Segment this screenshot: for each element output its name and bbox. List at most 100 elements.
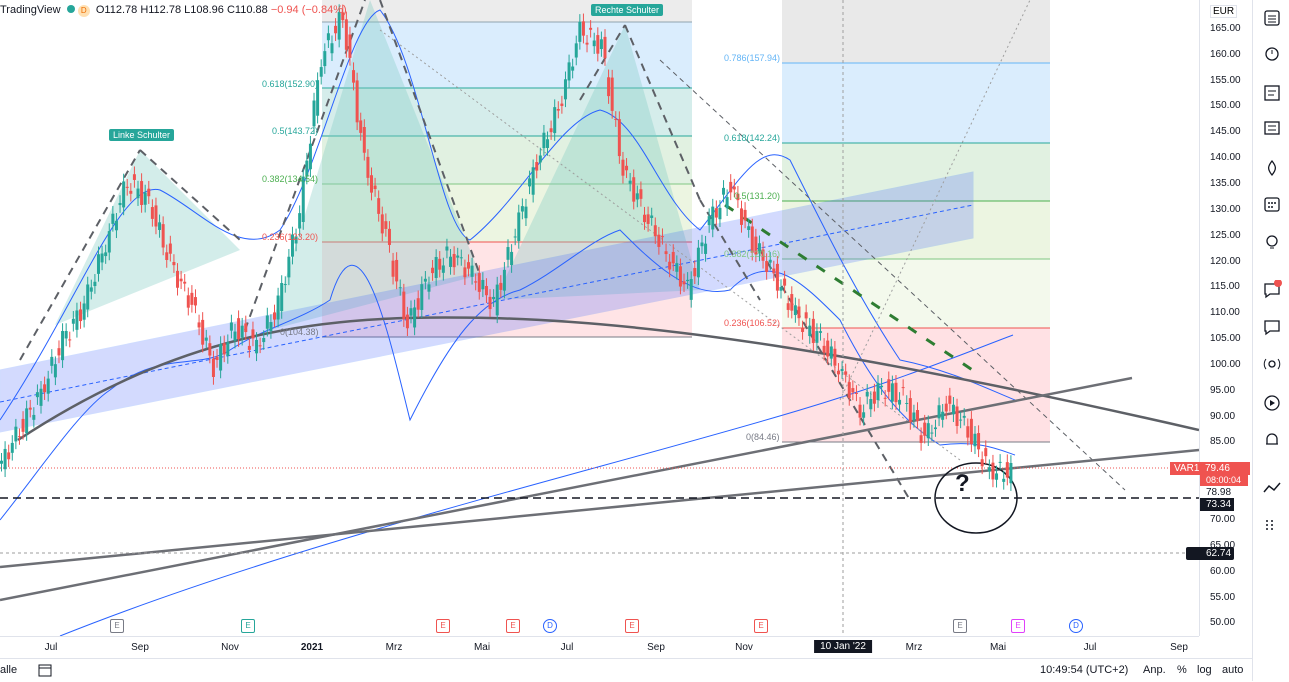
candle-body — [783, 278, 787, 286]
event-earnings[interactable]: E — [754, 619, 768, 633]
fib-left-0618: 0.618(152.90) — [262, 79, 319, 89]
event-dividend[interactable]: D — [543, 619, 557, 633]
news-icon[interactable] — [1262, 118, 1282, 138]
candle-body — [484, 285, 488, 296]
hotlist-icon[interactable] — [1262, 158, 1282, 178]
candle-body — [1002, 478, 1006, 482]
candle-body — [894, 382, 898, 403]
candle-body — [718, 207, 722, 220]
band-upper — [0, 9, 1016, 421]
data-window-icon[interactable] — [1262, 83, 1282, 103]
candle-body — [632, 177, 636, 202]
candle-body — [962, 415, 966, 418]
candle-body — [779, 287, 783, 291]
log-toggle[interactable]: log — [1197, 664, 1212, 676]
candle-body — [617, 119, 621, 157]
candle-body — [610, 77, 614, 111]
alarm-clock-icon[interactable] — [1262, 43, 1282, 63]
calendar-icon[interactable] — [1262, 194, 1282, 214]
candle-body — [488, 296, 492, 310]
event-earnings[interactable]: E — [506, 619, 520, 633]
candle-body — [847, 382, 851, 398]
candle-body — [840, 368, 844, 372]
currency-select[interactable]: EUR — [1210, 5, 1238, 18]
event-dividend[interactable]: D — [1069, 619, 1083, 633]
candle-body — [933, 427, 937, 430]
candle-body — [413, 307, 417, 328]
chat-icon[interactable] — [1262, 280, 1282, 300]
date-range-icon[interactable] — [38, 663, 52, 677]
candle-body — [571, 66, 575, 71]
candle-body — [107, 231, 111, 253]
candle-body — [477, 273, 481, 292]
label-left-shoulder[interactable]: Linke Schulter — [109, 129, 175, 141]
candle-body — [801, 328, 805, 332]
event-earnings[interactable]: E — [241, 619, 255, 633]
x-tick-label: 10 Jan '22 — [814, 640, 872, 653]
trading-panel-icon[interactable] — [1262, 478, 1282, 498]
candle-body — [998, 461, 1002, 463]
candle-body — [122, 181, 126, 208]
candle-body — [68, 339, 72, 341]
candle-body — [150, 207, 154, 219]
candle-body — [168, 243, 172, 254]
fib-zone-right-pale — [782, 259, 1050, 328]
candle-body — [208, 343, 212, 356]
fib-zone-right-grey — [782, 0, 1050, 63]
ideas-bulb-icon[interactable] — [1262, 233, 1282, 253]
candle-body — [890, 383, 894, 402]
price-axis[interactable]: EUR 170.00165.00160.00155.00150.00145.00… — [1199, 0, 1250, 636]
broadcast-icon[interactable] — [1262, 393, 1282, 413]
candle-body — [140, 181, 144, 205]
candle-body — [53, 364, 57, 378]
event-earnings[interactable]: E — [436, 619, 450, 633]
chart-plot-area[interactable]: TradingView D O112.78 H112.78 L108.96 C1… — [0, 0, 1199, 636]
x-tick-label: Nov — [735, 642, 753, 653]
candle-body — [736, 193, 740, 201]
candle-body — [226, 342, 230, 356]
fib-left-0: 0(104.38) — [280, 327, 319, 337]
streams-icon[interactable] — [1262, 354, 1282, 374]
candle-body — [560, 103, 564, 106]
candle-body — [86, 284, 90, 310]
event-earnings[interactable]: E — [110, 619, 124, 633]
price-label-4[interactable]: 62.74 — [1186, 547, 1234, 560]
comments-icon[interactable] — [1262, 317, 1282, 337]
candle-body — [125, 186, 129, 188]
event-earnings[interactable]: E — [625, 619, 639, 633]
candle-body — [826, 340, 830, 357]
candle-body — [937, 405, 941, 419]
candle-body — [851, 388, 855, 393]
auto-toggle[interactable]: auto — [1222, 664, 1244, 676]
ohlc-low: L108.96 — [184, 4, 224, 16]
candle-body — [255, 339, 259, 354]
candle-body — [46, 378, 50, 394]
event-earnings[interactable]: E — [1011, 619, 1025, 633]
notifications-bell-icon[interactable] — [1262, 430, 1282, 450]
question-mark: ? — [955, 470, 970, 497]
fib-right-0: 0(84.46) — [746, 432, 780, 442]
triangle-right-shoulder — [495, 25, 700, 300]
more-dots-icon[interactable] — [1262, 515, 1282, 535]
hs-dashed-lines — [19, 0, 911, 501]
ohlc-open: O112.78 — [95, 4, 138, 16]
event-earnings[interactable]: E — [953, 619, 967, 633]
adjust-toggle[interactable]: Anp. — [1143, 664, 1166, 676]
time-axis[interactable]: Jul Sep Nov 2021 Mrz Mai Jul Sep Nov 10 Jan '22 Mr… — [0, 636, 1199, 659]
clock-time[interactable]: 10:49:54 (UTC+2) — [1040, 664, 1129, 676]
watchlist-icon[interactable] — [1262, 8, 1282, 28]
candle-body — [470, 265, 474, 277]
candle-body — [474, 281, 478, 283]
y-tick-label: 135.00 — [1210, 177, 1241, 189]
label-right-shoulder[interactable]: Rechte Schulter — [591, 4, 664, 16]
candle-body — [700, 242, 704, 247]
candle-body — [538, 155, 542, 163]
candle-body — [233, 331, 237, 341]
candle-body — [747, 226, 751, 230]
percent-toggle[interactable]: % — [1177, 664, 1187, 676]
candle-body — [463, 267, 467, 278]
candle-body — [334, 25, 338, 34]
candle-body — [596, 35, 600, 54]
right-toolbar — [1252, 0, 1289, 681]
range-all[interactable]: alle — [0, 664, 18, 676]
